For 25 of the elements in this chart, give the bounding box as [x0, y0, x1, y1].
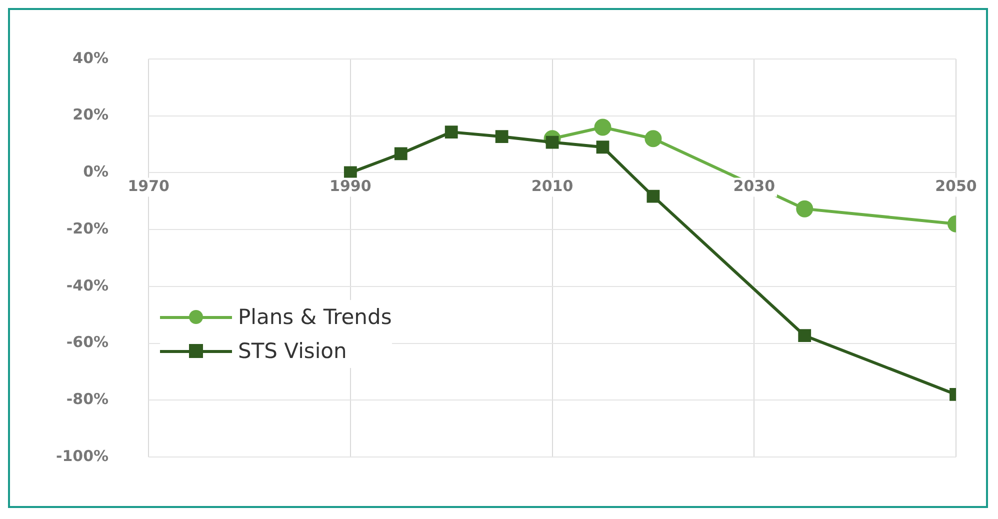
point [644, 130, 662, 148]
point [594, 118, 612, 136]
x-tick-label: 1970 [128, 177, 170, 196]
y-tick-label: 20% [72, 106, 109, 124]
point [495, 130, 508, 144]
legend-label: STS Vision [238, 339, 347, 363]
x-tick-label: 2010 [531, 177, 574, 196]
point [596, 140, 610, 154]
y-tick-label: 0% [83, 162, 109, 181]
y-tick-label: -100% [56, 446, 109, 465]
x-tick-label: 2030 [733, 177, 776, 196]
y-tick-label: -60% [66, 333, 109, 352]
y-tick-label: -20% [66, 219, 109, 238]
y-tick-label: -80% [66, 390, 109, 408]
point [394, 147, 408, 160]
x-tick-label: 1990 [330, 177, 372, 196]
legend-label: Plans & Trends [238, 305, 392, 329]
y-tick-label: -40% [66, 276, 109, 294]
y-tick-label: 40% [72, 48, 109, 67]
point [444, 126, 458, 139]
x-tick-label: 2050 [935, 177, 977, 196]
point [798, 329, 812, 342]
point [344, 166, 357, 180]
point [646, 190, 660, 203]
point [796, 200, 814, 218]
